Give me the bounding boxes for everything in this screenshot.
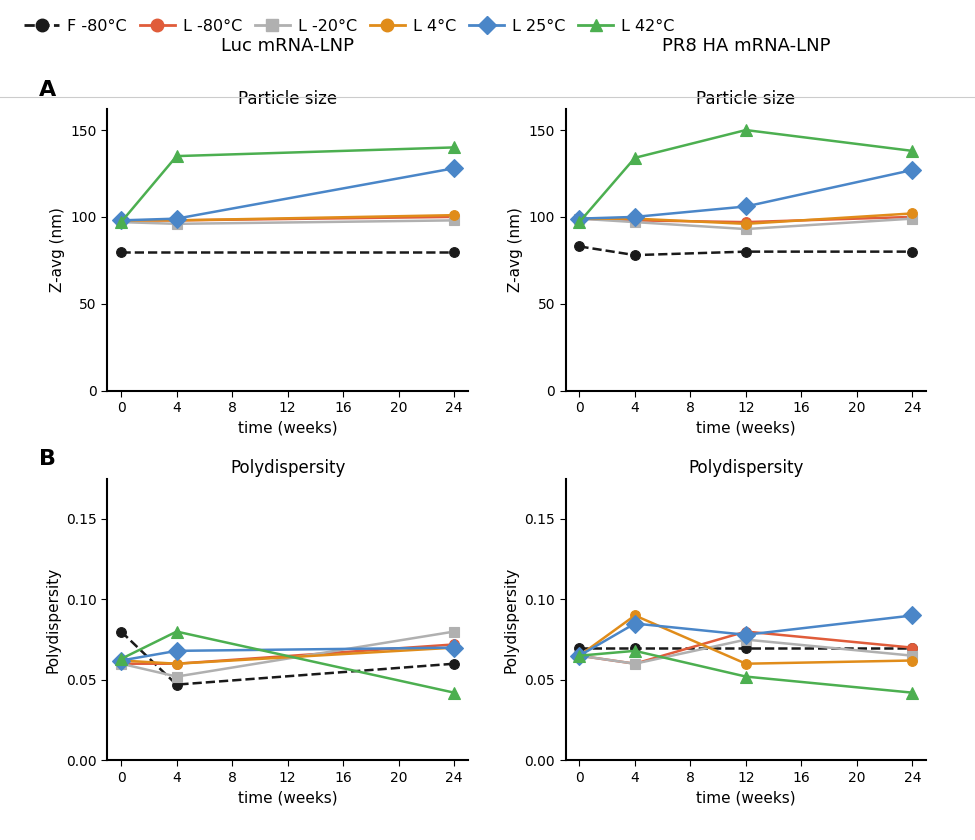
Title: Particle size: Particle size [696, 90, 796, 108]
Text: B: B [39, 449, 56, 470]
Text: PR8 HA mRNA-LNP: PR8 HA mRNA-LNP [662, 37, 830, 55]
Y-axis label: Z-avg (nm): Z-avg (nm) [508, 207, 524, 292]
X-axis label: time (weeks): time (weeks) [696, 421, 796, 436]
Text: Luc mRNA-LNP: Luc mRNA-LNP [221, 37, 354, 55]
Y-axis label: Polydispersity: Polydispersity [504, 566, 519, 673]
Text: A: A [39, 80, 57, 100]
Title: Polydispersity: Polydispersity [230, 459, 345, 477]
Title: Particle size: Particle size [238, 90, 337, 108]
Y-axis label: Z-avg (nm): Z-avg (nm) [50, 207, 65, 292]
Legend: F -80°C, L -80°C, L -20°C, L 4°C, L 25°C, L 42°C: F -80°C, L -80°C, L -20°C, L 4°C, L 25°C… [18, 13, 682, 40]
X-axis label: time (weeks): time (weeks) [238, 421, 337, 436]
X-axis label: time (weeks): time (weeks) [696, 790, 796, 806]
X-axis label: time (weeks): time (weeks) [238, 790, 337, 806]
Y-axis label: Polydispersity: Polydispersity [46, 566, 60, 673]
Title: Polydispersity: Polydispersity [688, 459, 803, 477]
